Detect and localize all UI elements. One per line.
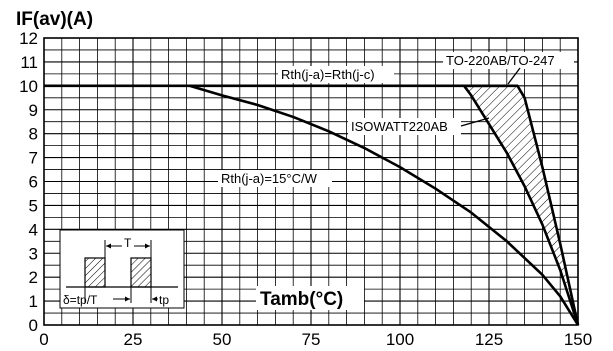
y-tick-label: 3 [29,244,38,263]
x-axis-title-box: Tamb(°C) [256,286,364,310]
annotation-rth-15-text: Rth(j-a)=15°C/W [221,171,318,186]
hatched-area [464,85,578,325]
annotation-to220-leader [507,67,521,85]
inset-duty-label: δ=tp/T [63,293,98,307]
series-line-3 [189,84,580,326]
x-tick-label: 50 [213,330,232,349]
y-tick-label: 11 [20,53,38,72]
y-axis-title: IF(av)(A) [16,9,93,30]
y-tick-label: 7 [29,149,38,168]
y-tick-label: 5 [29,196,38,215]
y-tick-label: 2 [29,268,38,287]
inset-pulse-label: tp [159,293,169,307]
x-tick-label: 0 [39,330,48,349]
hatched-region [464,85,578,325]
annotation-isowatt: ISOWATT220AB [348,118,461,135]
y-tick-label: 12 [19,29,38,48]
annotation-isowatt-text: ISOWATT220AB [351,119,448,134]
x-axis-title: Tamb(°C) [260,289,343,310]
annotation-rth-jc: Rth(j-a)=Rth(j-c) [278,66,394,83]
annotation-isowatt-leader [460,117,490,127]
x-tick-label: 75 [302,330,321,349]
x-tick-label: 25 [124,330,143,349]
inset-pulse-1 [84,257,106,288]
x-tick-label: 150 [564,330,592,349]
plot-frame [43,37,579,326]
y-tick-label: 6 [29,173,38,192]
inset-period-label: T [124,236,132,250]
annotation-to220: TO-220AB/TO-247 [443,52,574,69]
y-tick-label: 4 [29,220,38,239]
y-tick-label: 1 [29,292,38,311]
y-tick-label: 9 [29,101,38,120]
x-tick-label: 100 [386,330,414,349]
series-line-2 [463,85,580,326]
y-tick-label: 0 [29,316,38,335]
x-tick-label: 125 [475,330,503,349]
annotation-to220-text: TO-220AB/TO-247 [446,53,555,68]
series-lines [44,84,580,326]
inset-pulse-2 [130,257,152,288]
y-tick-label: 8 [29,125,38,144]
annotation-rth-jc-text: Rth(j-a)=Rth(j-c) [281,67,375,82]
series-line-1 [464,84,580,326]
inset-pulse-diagram: T δ=tp/T tp [59,229,185,309]
annotation-rth-15: Rth(j-a)=15°C/W [218,170,332,187]
y-tick-label: 10 [19,77,38,96]
